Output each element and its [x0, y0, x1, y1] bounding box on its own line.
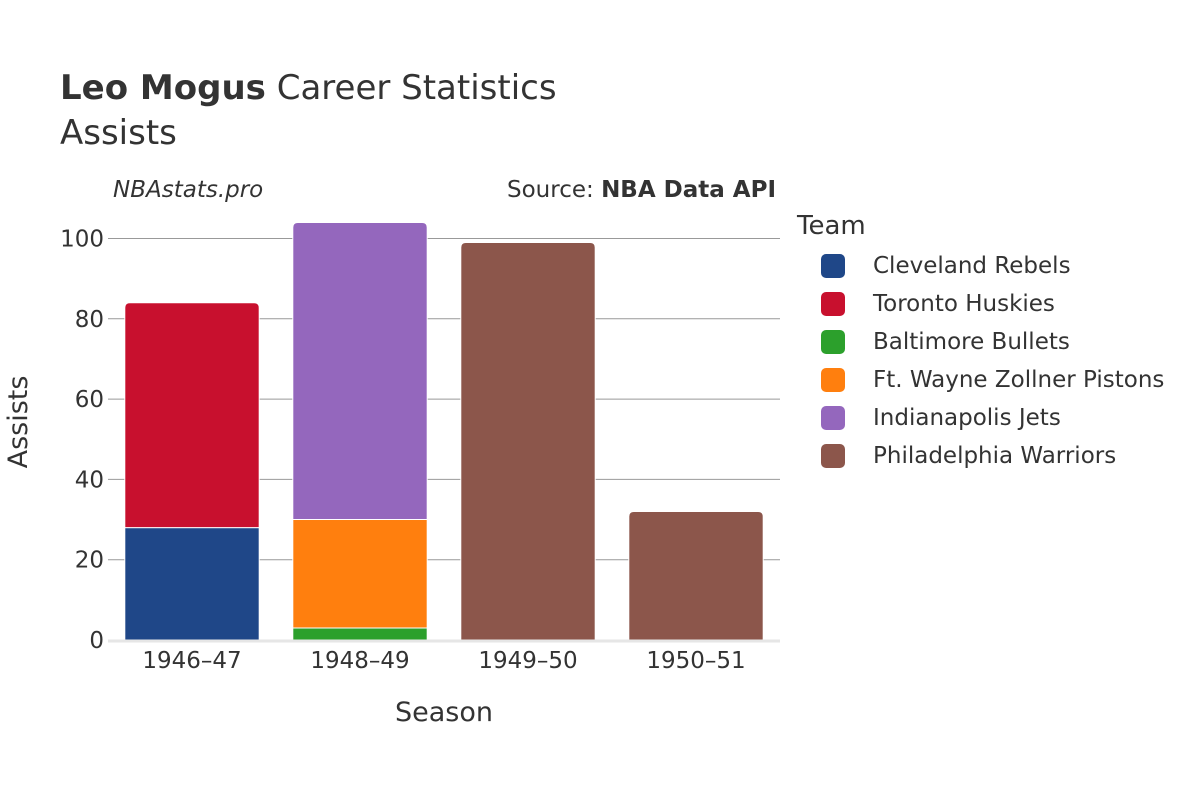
legend-swatch — [821, 292, 845, 316]
legend-item[interactable]: Ft. Wayne Zollner Pistons — [797, 361, 1164, 399]
legend-swatch — [821, 444, 845, 468]
x-tick-label: 1948–49 — [310, 648, 409, 674]
legend-item[interactable]: Indianapolis Jets — [797, 399, 1164, 437]
y-tick-label: 0 — [89, 628, 104, 654]
bar-segment — [292, 627, 428, 641]
legend-item[interactable]: Cleveland Rebels — [797, 247, 1164, 285]
source-credit: Source: NBA Data API — [507, 177, 776, 203]
legend-items: Cleveland Rebels Toronto Huskies Baltimore… — [797, 247, 1164, 475]
bars — [124, 221, 764, 641]
y-tick-label: 80 — [75, 307, 104, 333]
axes: 0 20 40 60 80 100 1946–47 1948–49 1949–50 1950–51… — [3, 227, 780, 728]
chart-title: Leo Mogus Career Statistics — [60, 66, 557, 110]
legend-label: Philadelphia Warriors — [873, 443, 1117, 469]
legend-swatch — [821, 254, 845, 278]
x-tick-label: 1946–47 — [142, 648, 241, 674]
brand-watermark: NBAstats.pro — [113, 177, 264, 203]
source-prefix: Source: — [507, 177, 602, 203]
y-tick-label: 100 — [60, 227, 104, 253]
y-tick-label: 40 — [75, 467, 104, 493]
legend-label: Baltimore Bullets — [873, 329, 1070, 355]
legend-label: Indianapolis Jets — [873, 405, 1061, 431]
title-player-name: Leo Mogus — [60, 68, 266, 108]
x-tick-label: 1949–50 — [478, 648, 577, 674]
title-suffix: Career Statistics — [265, 68, 557, 108]
legend-swatch — [821, 406, 845, 430]
x-axis-title: Season — [395, 697, 493, 728]
legend-title: Team — [797, 211, 866, 241]
legend-item[interactable]: Toronto Huskies — [797, 285, 1164, 323]
legend-label: Toronto Huskies — [873, 291, 1055, 317]
bar-segment — [292, 519, 428, 629]
legend-item[interactable]: Philadelphia Warriors — [797, 437, 1164, 475]
y-tick-label: 20 — [75, 548, 104, 574]
bar-segment — [124, 527, 260, 641]
y-axis-title: Assists — [3, 376, 34, 469]
bar-segment — [124, 302, 260, 529]
legend-item[interactable]: Baltimore Bullets — [797, 323, 1164, 361]
bar-segment — [292, 221, 428, 521]
legend-label: Cleveland Rebels — [873, 253, 1071, 279]
legend-label: Ft. Wayne Zollner Pistons — [873, 367, 1165, 393]
y-tick-label: 60 — [75, 387, 104, 413]
legend-swatch — [821, 368, 845, 392]
bar-segment — [460, 242, 596, 641]
chart-subtitle: Assists — [60, 113, 177, 153]
bar-segment — [628, 511, 764, 641]
x-tick-label: 1950–51 — [646, 648, 745, 674]
legend: Team Cleveland Rebels Toronto Huskies Balt… — [797, 209, 1164, 475]
legend-swatch — [821, 330, 845, 354]
source-name: NBA Data API — [601, 177, 776, 203]
